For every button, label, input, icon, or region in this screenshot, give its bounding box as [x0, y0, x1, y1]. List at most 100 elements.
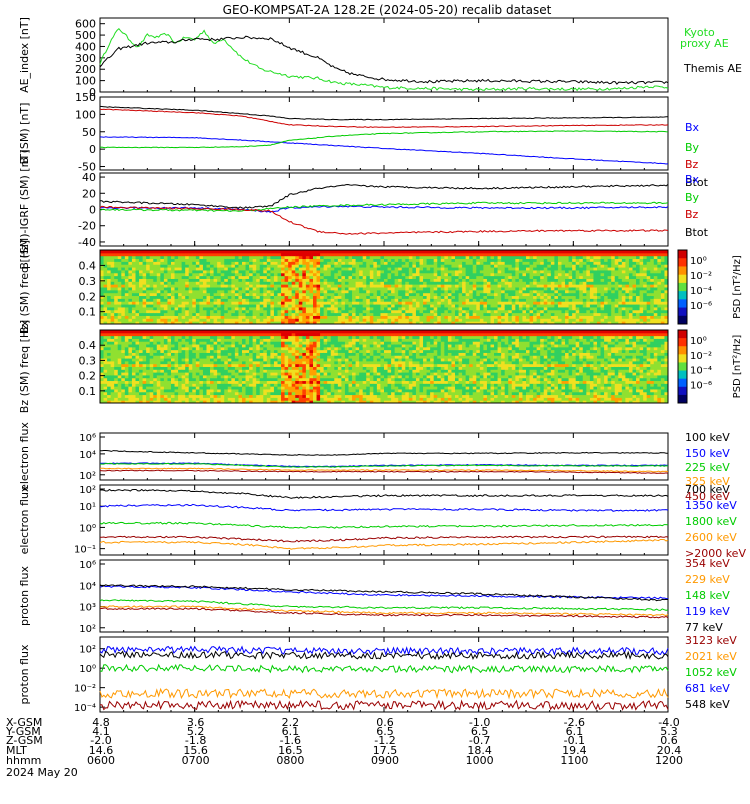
spectrogram-cell [391, 296, 395, 299]
spectrogram-cell [657, 287, 661, 290]
spectrogram-cell [657, 264, 661, 267]
spectrogram-cell [238, 296, 242, 299]
spectrogram-cell [157, 273, 161, 276]
spectrogram-cell [196, 281, 200, 284]
spectrogram-cell [444, 296, 448, 299]
spectrogram-cell [235, 290, 239, 293]
spectrogram-cell [647, 290, 651, 293]
spectrogram-cell [164, 296, 168, 299]
spectrogram-cell [466, 318, 470, 321]
spectrogram-cell [185, 287, 189, 290]
spectrogram-cell [473, 276, 477, 279]
spectrogram-cell [164, 267, 168, 270]
spectrogram-cell [601, 310, 605, 313]
spectrogram-cell [405, 301, 409, 304]
spectrogram-cell [615, 276, 619, 279]
spectrogram-cell [192, 296, 196, 299]
spectrogram-cell [143, 281, 147, 284]
spectrogram-cell [611, 313, 615, 316]
spectrogram-cell [146, 264, 150, 267]
spectrogram-cell [359, 267, 363, 270]
spectrogram-cell [537, 301, 541, 304]
spectrogram-cell [629, 259, 633, 262]
spectrogram-cell [416, 259, 420, 262]
spectrogram-cell [373, 276, 377, 279]
spectrogram-cell [111, 267, 115, 270]
spectrogram-cell [359, 313, 363, 316]
spectrogram-cell [199, 287, 203, 290]
spectrogram-cell [356, 318, 360, 321]
spectrogram-cell [178, 273, 182, 276]
spectrogram-cell [242, 304, 246, 307]
spectrogram-cell [345, 253, 349, 256]
spectrogram-cell [526, 318, 530, 321]
spectrogram-cell [629, 296, 633, 299]
spectrogram-cell [324, 259, 328, 262]
spectrogram-cell [533, 304, 537, 307]
spectrogram-cell [278, 313, 282, 316]
spectrogram-cell [526, 290, 530, 293]
spectrogram-cell [608, 259, 612, 262]
spectrogram-cell [104, 259, 108, 262]
spectrogram-cell [579, 281, 583, 284]
spectrogram-cell [263, 296, 267, 299]
spectrogram-cell [409, 296, 413, 299]
spectrogram-cell [572, 264, 576, 267]
spectrogram-cell [540, 296, 544, 299]
spectrogram-cell [104, 304, 108, 307]
spectrogram-cell [640, 259, 644, 262]
spectrogram-cell [448, 301, 452, 304]
spectrogram-cell [583, 287, 587, 290]
spectrogram-cell [593, 281, 597, 284]
spectrogram-cell [476, 313, 480, 316]
spectrogram-cell [650, 304, 654, 307]
spectrogram-cell [217, 276, 221, 279]
spectrogram-cell [455, 267, 459, 270]
spectrogram-cell [618, 301, 622, 304]
spectrogram-cell [334, 259, 338, 262]
spectrogram-cell [505, 296, 509, 299]
spectrogram-cell [246, 313, 250, 316]
spectrogram-cell [132, 287, 136, 290]
spectrogram-cell [593, 304, 597, 307]
spectrogram-cell [104, 313, 108, 316]
spectrogram-cell [494, 318, 498, 321]
spectrogram-cell [132, 301, 136, 304]
spectrogram-cell [526, 313, 530, 316]
spectrogram-cell [270, 267, 274, 270]
spectrogram-cell [615, 264, 619, 267]
spectrogram-cell [469, 310, 473, 313]
spectrogram-cell [437, 253, 441, 256]
spectrogram-cell [530, 304, 534, 307]
spectrogram-cell [370, 259, 374, 262]
spectrogram-cell [508, 296, 512, 299]
spectrogram-cell [153, 296, 157, 299]
spectrogram-cell [604, 253, 608, 256]
spectrogram-cell [260, 290, 264, 293]
spectrogram-cell [576, 273, 580, 276]
spectrogram-cell [576, 259, 580, 262]
spectrogram-cell [498, 287, 502, 290]
spectrogram-cell [487, 290, 491, 293]
spectrogram-cell [132, 259, 136, 262]
spectrogram-cell [583, 264, 587, 267]
spectrogram-cell [562, 264, 566, 267]
spectrogram-cell [178, 276, 182, 279]
spectrogram-cell [210, 259, 214, 262]
spectrogram-cell [579, 267, 583, 270]
spectrogram-cell [505, 301, 509, 304]
spectrogram-cell [558, 287, 562, 290]
spectrogram-cell [540, 264, 544, 267]
y-tick-label: 0.2 [79, 290, 97, 303]
spectrogram-cell [459, 253, 463, 256]
spectrogram-cell [625, 313, 629, 316]
spectrogram-cell [317, 267, 321, 270]
spectrogram-cell [405, 318, 409, 321]
spectrogram-cell [111, 318, 115, 321]
spectrogram-cell [224, 304, 228, 307]
spectrogram-cell [263, 267, 267, 270]
spectrogram-cell [515, 264, 519, 267]
y-tick-label: -40 [78, 236, 96, 249]
spectrogram-cell [352, 253, 356, 256]
spectrogram-cell [455, 318, 459, 321]
